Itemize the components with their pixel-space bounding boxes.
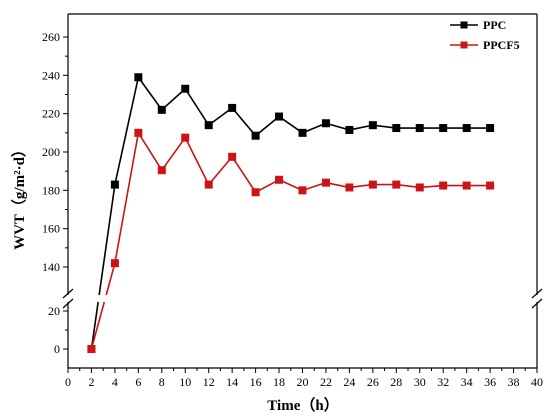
y-tick-label: 160	[42, 222, 60, 236]
data-point	[110, 180, 119, 189]
data-point	[251, 188, 260, 197]
x-tick-label: 30	[414, 375, 426, 389]
series-line-segment	[231, 156, 257, 193]
legend-label: PPCF5	[483, 38, 520, 52]
data-point	[228, 103, 237, 112]
series-ppc	[87, 73, 495, 353]
y-axis-title: WVT（g/m²·d）	[10, 142, 28, 250]
x-tick-label: 34	[461, 375, 473, 389]
legend-label: PPC	[483, 18, 506, 32]
series-line-segment	[184, 137, 210, 185]
data-point	[368, 121, 377, 130]
axis-break-mark	[531, 298, 543, 309]
series-line-segment	[137, 132, 163, 171]
x-tick-label: 28	[390, 375, 402, 389]
data-point	[345, 125, 354, 134]
x-tick-label: 20	[297, 375, 309, 389]
data-point	[134, 128, 143, 137]
series-line-segment	[98, 184, 116, 296]
data-point	[157, 166, 166, 175]
y-tick-label: 240	[42, 68, 60, 82]
data-point	[486, 124, 495, 133]
series-layer	[87, 73, 495, 353]
series-line-segment	[90, 301, 106, 350]
series-line-segment	[105, 262, 116, 296]
x-tick-label: 36	[484, 375, 496, 389]
legend: PPC PPCF5	[450, 18, 520, 52]
x-tick-label: 40	[531, 375, 543, 389]
y-tick-label: 180	[42, 183, 60, 197]
x-axis-title: Time（h）	[267, 396, 338, 414]
data-point	[345, 183, 354, 192]
legend-marker	[460, 41, 468, 49]
axis-break-mark	[531, 288, 543, 299]
legend-item-ppcf5: PPCF5	[450, 38, 520, 52]
data-point	[298, 128, 307, 137]
y-tick-label: 260	[42, 30, 60, 44]
y-tick-label: 200	[42, 145, 60, 159]
data-point	[462, 181, 471, 190]
x-tick-label: 10	[179, 375, 191, 389]
x-tick-label: 18	[273, 375, 285, 389]
data-point	[275, 112, 284, 121]
series-line-segment	[208, 156, 233, 186]
data-point	[439, 181, 448, 190]
data-point	[439, 124, 448, 133]
series-line-segment	[161, 137, 186, 171]
x-tick-label: 16	[250, 375, 262, 389]
legend-marker	[460, 21, 468, 29]
data-point	[275, 175, 284, 184]
data-point	[157, 105, 166, 114]
data-point	[392, 124, 401, 133]
series-line-segment	[137, 76, 163, 111]
data-point	[415, 124, 424, 133]
y-tick-label: 20	[48, 304, 60, 318]
data-point	[181, 133, 190, 142]
data-point	[87, 345, 96, 353]
legend-item-ppc: PPC	[450, 18, 506, 32]
x-tick-label: 38	[508, 375, 520, 389]
series-line-segment	[114, 77, 140, 185]
x-tick-label: 12	[203, 375, 215, 389]
data-point	[392, 180, 401, 189]
data-point	[462, 124, 471, 133]
data-point	[204, 180, 213, 189]
x-tick-label: 6	[135, 375, 141, 389]
y-tick-label: 0	[54, 342, 60, 356]
x-tick-label: 0	[65, 375, 71, 389]
x-tick-label: 4	[112, 375, 118, 389]
axes: 0 2 4 6 8 10 12 14 16 18 20 22 24 26 28 30 32 34 36 38 40020…	[42, 13, 543, 389]
series-line-segment	[184, 88, 210, 126]
data-point	[228, 152, 237, 161]
data-point	[134, 73, 143, 82]
series-ppcf5	[87, 128, 495, 353]
series-line-segment	[90, 301, 99, 350]
x-tick-label: 24	[343, 375, 355, 389]
data-point	[251, 131, 260, 140]
data-point	[110, 259, 119, 268]
y-tick-label: 220	[42, 107, 60, 121]
data-point	[486, 181, 495, 190]
series-line-segment	[114, 132, 140, 264]
data-point	[415, 183, 424, 192]
axis-break-mark	[62, 288, 74, 299]
data-point	[204, 121, 213, 130]
x-tick-label: 8	[159, 375, 165, 389]
axis-break-mark	[62, 298, 74, 309]
data-point	[298, 186, 307, 195]
x-tick-label: 22	[320, 375, 332, 389]
x-tick-label: 14	[226, 375, 238, 389]
y-tick-label: 140	[42, 260, 60, 274]
x-tick-label: 26	[367, 375, 379, 389]
x-tick-label: 32	[437, 375, 449, 389]
data-point	[321, 119, 330, 128]
data-point	[321, 178, 330, 187]
series-line-segment	[231, 107, 257, 137]
x-tick-label: 2	[88, 375, 94, 389]
data-point	[368, 180, 377, 189]
data-point	[181, 84, 190, 93]
